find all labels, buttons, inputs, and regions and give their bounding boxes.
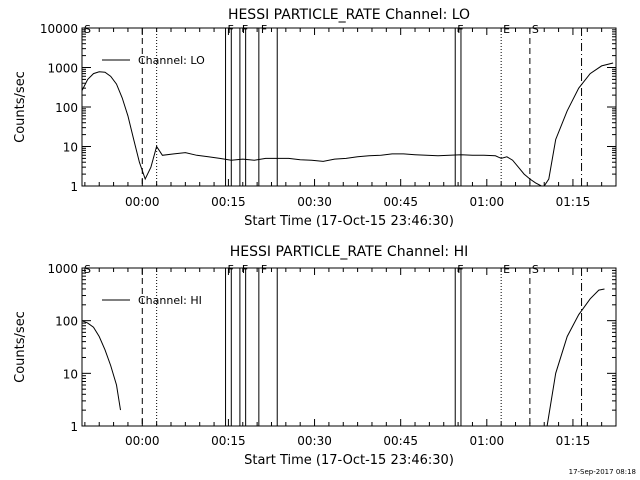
x-tick-label: 01:15 — [556, 434, 591, 448]
series-line-1 — [546, 288, 605, 427]
vertical-marker-label: E — [503, 263, 510, 276]
footer-timestamp: 17-Sep-2017 08:18 — [569, 468, 636, 476]
panel-channel-lo: HESSI PARTICLE_RATE Channel: LO 00:00 00:1… — [13, 7, 617, 229]
x-tick-label: 01:00 — [470, 195, 505, 209]
vertical-marker-label: F — [261, 23, 267, 36]
y-tick-label: 10000 — [40, 22, 78, 36]
vertical-marker-label: F — [457, 23, 463, 36]
legend-entry: Channel: LO — [138, 54, 205, 67]
x-tick-label: 00:45 — [383, 434, 418, 448]
vertical-marker-label: F — [228, 23, 234, 36]
vertical-marker-label: F — [261, 263, 267, 276]
vertical-marker-label: F — [242, 263, 248, 276]
y-axis-label: Counts/sec — [13, 311, 28, 383]
vertical-marker-label: S — [532, 23, 539, 36]
vertical-marker-label: S — [532, 263, 539, 276]
x-tick-label: 01:15 — [556, 195, 591, 209]
panel-channel-hi: HESSI PARTICLE_RATE Channel: HI 00:00 00:1… — [13, 244, 617, 468]
legend-entry: Channel: HI — [138, 294, 202, 307]
y-tick-label: 1000 — [47, 262, 78, 276]
y-tick-label: 1 — [70, 420, 78, 434]
y-tick-label: 10 — [63, 141, 78, 155]
x-tick-label: 01:00 — [470, 434, 505, 448]
vertical-marker-label: F — [242, 23, 248, 36]
y-tick-label: 100 — [55, 315, 78, 329]
y-tick-label: 1 — [70, 180, 78, 194]
x-axis-label: Start Time (17-Oct-15 23:46:30) — [244, 453, 454, 468]
vertical-marker-label: S — [84, 263, 91, 276]
x-tick-label: 00:45 — [383, 195, 418, 209]
x-tick-label: 00:15 — [211, 195, 246, 209]
x-tick-label: 00:30 — [297, 195, 332, 209]
series-line-0 — [81, 62, 614, 187]
y-tick-label: 1000 — [47, 62, 78, 76]
y-axis-label: Counts/sec — [13, 71, 28, 143]
x-tick-label: 00:15 — [211, 434, 246, 448]
vertical-marker-label: E — [503, 23, 510, 36]
vertical-marker-label: S — [84, 23, 91, 36]
vertical-marker-label: F — [457, 263, 463, 276]
chart-title: HESSI PARTICLE_RATE Channel: HI — [230, 244, 468, 260]
plot-frame — [81, 27, 617, 187]
plot-frame — [81, 267, 617, 427]
series-line-0 — [81, 320, 121, 411]
x-tick-label: 00:00 — [125, 434, 160, 448]
chart-title: HESSI PARTICLE_RATE Channel: LO — [228, 7, 470, 23]
vertical-marker-label: F — [228, 263, 234, 276]
y-tick-label: 10 — [63, 367, 78, 381]
x-tick-label: 00:30 — [297, 434, 332, 448]
y-tick-label: 100 — [55, 101, 78, 115]
x-axis-label: Start Time (17-Oct-15 23:46:30) — [244, 214, 454, 229]
x-tick-label: 00:00 — [125, 195, 160, 209]
